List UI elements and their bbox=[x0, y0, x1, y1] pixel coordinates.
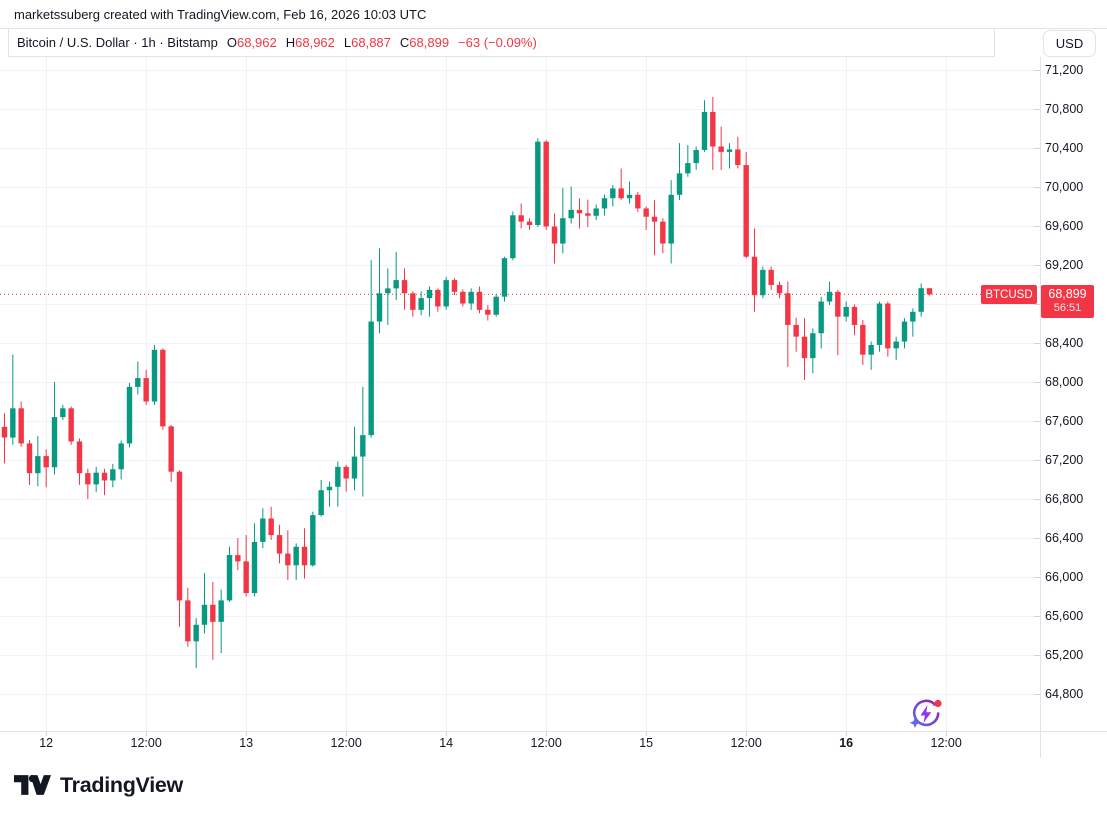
price-scale-label: 64,800 bbox=[1045, 687, 1084, 701]
time-scale-label: 12:00 bbox=[130, 736, 162, 750]
candles bbox=[1, 96, 933, 669]
gridlines bbox=[0, 57, 1040, 736]
price-scale-border bbox=[1040, 57, 1041, 758]
symbol-info-bar: Bitcoin / U.S. Dollar · 1h · Bitstamp O6… bbox=[8, 29, 995, 57]
countdown-timer: 56:51 bbox=[1053, 302, 1082, 315]
time-scale-label: 14 bbox=[439, 736, 454, 750]
price-scale[interactable]: 71,200 70,800 70,400 70,000 69,600 69,200 68,8… bbox=[1040, 57, 1107, 731]
time-scale-label: 12 bbox=[39, 736, 54, 750]
close-value: 68,899 bbox=[409, 35, 450, 50]
price-scale-label: 66,000 bbox=[1045, 570, 1084, 584]
sparkle-icon bbox=[909, 717, 921, 728]
price-scale-label: 67,600 bbox=[1045, 414, 1084, 428]
time-scale-label: 12:00 bbox=[930, 736, 962, 750]
lightning-refresh-icon[interactable] bbox=[906, 694, 946, 734]
time-scale-label: 16 bbox=[839, 736, 854, 750]
notification-dot bbox=[934, 699, 942, 708]
price-scale-label: 70,400 bbox=[1045, 141, 1084, 155]
low-label: L bbox=[343, 35, 352, 50]
high-value: 68,962 bbox=[295, 35, 335, 50]
currency-usd-button[interactable]: USD bbox=[1043, 30, 1096, 57]
price-scale-label: 70,800 bbox=[1045, 102, 1084, 116]
ohlc-low: L68,887 bbox=[344, 35, 391, 50]
current-price-value: 68,899 bbox=[1048, 287, 1087, 302]
symbol-title: Bitcoin / U.S. Dollar · 1h · Bitstamp bbox=[17, 35, 218, 50]
price-scale-label: 66,400 bbox=[1045, 531, 1084, 545]
high-label: H bbox=[285, 35, 296, 50]
tradingview-mark-icon bbox=[14, 775, 51, 795]
price-scale-label: 67,200 bbox=[1045, 453, 1084, 467]
time-scale-label: 15 bbox=[639, 736, 654, 750]
close-label: C bbox=[399, 35, 410, 50]
price-scale-label: 69,200 bbox=[1045, 258, 1084, 272]
time-scale-border bbox=[0, 731, 1107, 732]
brand-name: TradingView bbox=[60, 772, 183, 797]
symbol-price-marker: BTCUSD bbox=[981, 285, 1037, 304]
time-scale-label: 12:00 bbox=[330, 736, 362, 750]
time-scale[interactable]: 12 12:00 13 12:00 14 12:00 15 12:00 16 12:00 bbox=[0, 731, 1107, 758]
price-scale-label: 69,600 bbox=[1045, 219, 1084, 233]
change-value: −63 (−0.09%) bbox=[458, 35, 537, 50]
tradingview-logo[interactable]: TradingView bbox=[14, 770, 183, 800]
ohlc-close: C68,899 bbox=[400, 35, 449, 50]
attribution-separator bbox=[0, 28, 1107, 29]
open-value: 68,962 bbox=[236, 35, 277, 50]
time-scale-label: 13 bbox=[239, 736, 254, 750]
price-scale-label: 70,000 bbox=[1045, 180, 1084, 194]
price-scale-label: 65,200 bbox=[1045, 648, 1084, 662]
time-scale-label: 12:00 bbox=[730, 736, 762, 750]
price-scale-label: 65,600 bbox=[1045, 609, 1084, 623]
price-scale-label: 71,200 bbox=[1045, 63, 1084, 77]
time-scale-label: 12:00 bbox=[530, 736, 562, 750]
refresh-arc bbox=[912, 699, 940, 727]
lightning-bolt-icon bbox=[920, 705, 932, 723]
price-scale-label: 68,000 bbox=[1045, 375, 1084, 389]
current-price-tag: 68,899 56:51 bbox=[1041, 285, 1094, 318]
attribution-text: marketssuberg created with TradingView.c… bbox=[14, 7, 427, 22]
low-value: 68,887 bbox=[351, 35, 391, 50]
ohlc-high: H68,962 bbox=[286, 35, 335, 50]
open-label: O bbox=[226, 35, 237, 50]
price-scale-label: 66,800 bbox=[1045, 492, 1084, 506]
price-scale-label: 68,400 bbox=[1045, 336, 1084, 350]
ohlc-open: O68,962 bbox=[227, 35, 277, 50]
